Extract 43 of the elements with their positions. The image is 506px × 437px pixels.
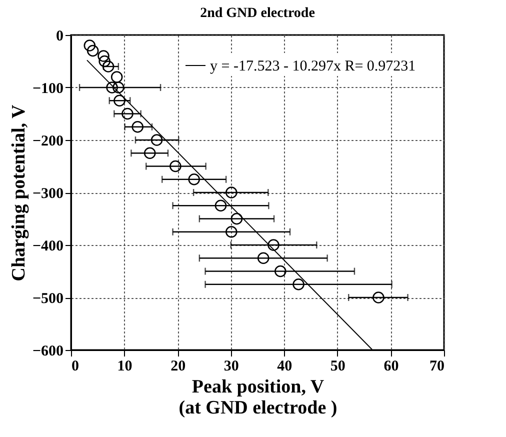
x-tick-label: 60 [384, 358, 399, 374]
x-tick-label: 70 [430, 358, 444, 374]
point [372, 292, 384, 304]
point [84, 40, 96, 52]
point [132, 120, 144, 133]
chart-title: 2nd GND electrode [200, 6, 315, 21]
point [150, 134, 163, 146]
y-tick-label: −600 [32, 344, 64, 360]
y-tick-label: −100 [32, 81, 64, 97]
y-tick-label: 0 [56, 28, 64, 44]
point [112, 82, 124, 94]
point [102, 60, 114, 72]
point [114, 94, 126, 107]
x-tick-label: 0 [72, 358, 79, 374]
y-tick-label: −200 [32, 134, 64, 150]
x-axis-title: Peak position, V (at GND electrode ) [178, 376, 338, 418]
point [144, 147, 156, 160]
point [122, 108, 134, 120]
point [98, 50, 110, 62]
legend-label: y = -17.523 - 10.297x R= 0.97231 [210, 58, 416, 74]
point [230, 212, 243, 225]
x-tick-label: 10 [117, 358, 132, 374]
point [98, 55, 110, 68]
point [214, 200, 227, 212]
point [106, 82, 118, 94]
y-tick-label: −500 [32, 291, 64, 307]
y-tick-label: −400 [32, 238, 64, 254]
x-tick-label: 50 [330, 358, 346, 374]
point [268, 239, 280, 251]
point [225, 226, 238, 238]
y-axis-title: Charging potential, V [8, 104, 30, 282]
x-tick-label: 40 [277, 358, 292, 374]
point [170, 160, 182, 172]
point [292, 278, 304, 290]
x-tick-label: 20 [170, 358, 186, 374]
point [86, 44, 99, 57]
point [110, 71, 123, 83]
y-tick-label: −300 [32, 186, 64, 202]
x-tick-label: 30 [224, 358, 239, 374]
point [188, 173, 200, 186]
point [225, 186, 238, 198]
point [274, 265, 286, 278]
point [257, 252, 270, 264]
